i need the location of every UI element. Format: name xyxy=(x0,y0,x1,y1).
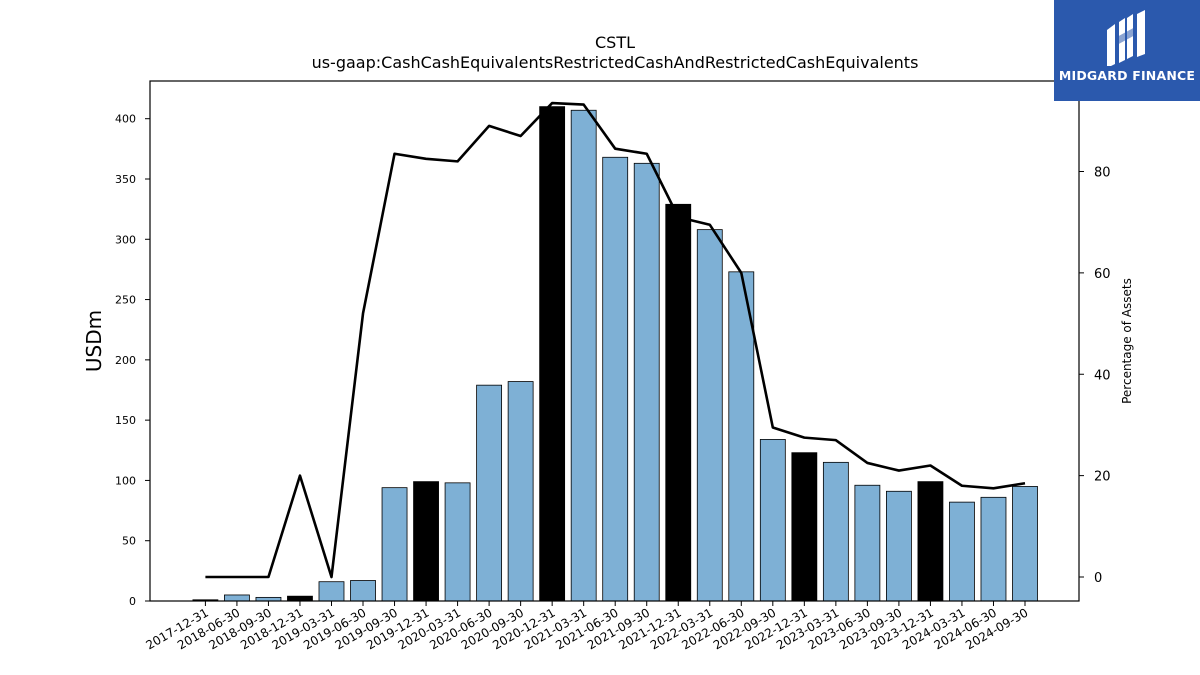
y-tick-label: 250 xyxy=(115,294,136,307)
y-tick-label: 150 xyxy=(115,414,136,427)
line-series xyxy=(205,101,1026,579)
y-axis-right-label: Percentage of Assets xyxy=(1120,278,1134,404)
bar-2020-09-30 xyxy=(507,381,534,602)
y-tick-label: 0 xyxy=(129,595,136,608)
bar-2024-03-31 xyxy=(949,501,975,602)
bar-2023-06-30 xyxy=(854,484,881,602)
y-tick-label: 100 xyxy=(115,474,136,487)
y-tick-label: 300 xyxy=(115,233,136,246)
bar-2022-03-31 xyxy=(696,229,723,602)
midgard-logo-icon xyxy=(1107,10,1145,66)
bar-2020-12-31 xyxy=(539,106,566,602)
chart-subtitle: us-gaap:CashCashEquivalentsRestrictedCas… xyxy=(312,53,919,72)
y-tick-label: 200 xyxy=(115,354,136,367)
bar-2022-06-30 xyxy=(728,271,755,602)
bar-2023-12-31 xyxy=(917,481,944,602)
y2-tick-label: 60 xyxy=(1094,267,1111,282)
chart-title: CSTL xyxy=(595,33,635,52)
bar-2020-03-31 xyxy=(444,482,471,602)
y-tick-label: 50 xyxy=(122,535,136,548)
bar-2019-03-31 xyxy=(318,581,345,602)
brand-name: MIDGARD FINANCE xyxy=(1058,68,1196,83)
x-axis: 2017-12-312018-06-302018-09-302018-12-31… xyxy=(143,601,1031,652)
y2-tick-label: 80 xyxy=(1094,166,1111,181)
bar-2024-06-30 xyxy=(980,496,1007,602)
y2-tick-label: 0 xyxy=(1094,571,1102,586)
brand-logo: MIDGARD FINANCE xyxy=(1054,0,1200,101)
bar-series xyxy=(192,106,1038,602)
bar-2019-06-30 xyxy=(350,580,376,602)
bar-2018-12-31 xyxy=(287,595,313,602)
y-axis-left-label: USDm xyxy=(82,310,106,372)
bar-2024-09-30 xyxy=(1012,486,1038,602)
bar-2019-12-31 xyxy=(413,481,439,602)
y-tick-label: 400 xyxy=(115,113,136,126)
bar-2020-06-30 xyxy=(476,384,503,602)
bar-2021-03-31 xyxy=(570,109,597,602)
bar-2022-12-31 xyxy=(791,452,818,602)
y2-tick-label: 20 xyxy=(1094,470,1111,485)
y-tick-label: 350 xyxy=(115,173,136,186)
bar-2021-06-30 xyxy=(602,156,629,602)
plot-frame xyxy=(149,80,1080,602)
y2-tick-label: 40 xyxy=(1094,368,1111,383)
bar-2019-09-30 xyxy=(381,487,408,602)
bar-2023-03-31 xyxy=(822,461,849,602)
y-axis-right: 0 20 40 60 80 xyxy=(1079,166,1111,586)
bar-2021-12-31 xyxy=(665,203,692,602)
bar-2022-09-30 xyxy=(759,439,786,602)
bar-2018-06-30 xyxy=(224,594,250,602)
bar-2023-09-30 xyxy=(886,490,912,602)
bar-2021-09-30 xyxy=(633,162,660,602)
y-axis-left: 0 50 100 150 200 250 300 350 400 xyxy=(115,113,150,608)
line-percentage-of-assets xyxy=(205,101,1026,579)
